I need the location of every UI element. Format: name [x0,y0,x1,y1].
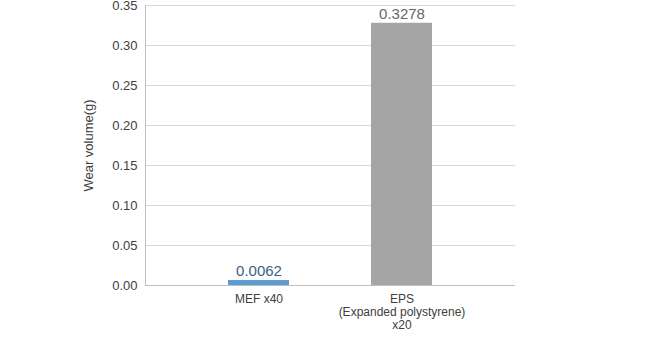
svg-text:0.15: 0.15 [112,158,137,173]
svg-text:0.35: 0.35 [112,0,137,13]
svg-text:0.00: 0.00 [112,278,137,293]
svg-text:0.05: 0.05 [112,238,137,253]
svg-text:0.20: 0.20 [112,118,137,133]
svg-text:0.25: 0.25 [112,78,137,93]
svg-text:MEF x40: MEF x40 [235,292,283,306]
svg-text:0.0062: 0.0062 [236,262,282,279]
svg-text:Wear volume(g): Wear volume(g) [81,99,96,191]
svg-text:EPS(Expanded polystyrene)x20: EPS(Expanded polystyrene)x20 [339,292,466,332]
svg-text:0.10: 0.10 [112,198,137,213]
svg-text:0.30: 0.30 [112,38,137,53]
svg-text:0.3278: 0.3278 [379,5,425,22]
